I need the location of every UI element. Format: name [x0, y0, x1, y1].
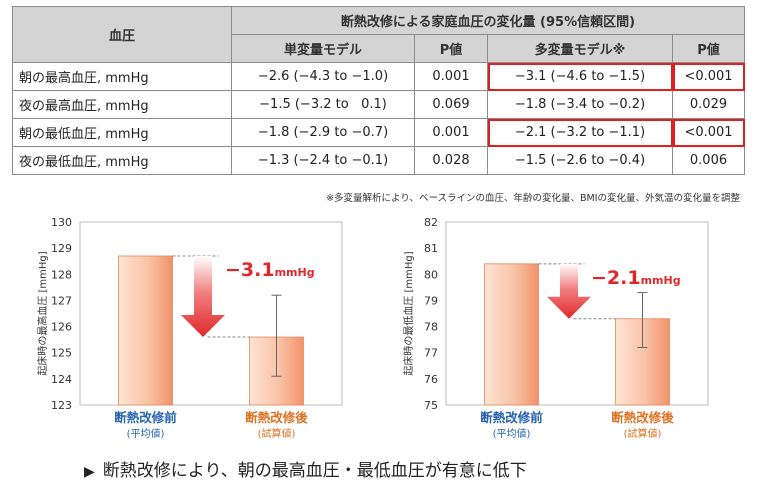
y-tick-label: 77 [424, 347, 438, 360]
p-value-cell: <0.001 [672, 118, 745, 147]
results-table: 血圧 断熱改修による家庭血圧の変化量 (95%信頼区間) 単変量モデル P値 多… [12, 6, 745, 175]
bar [118, 255, 173, 406]
y-tick-label: 124 [51, 373, 72, 386]
category-sublabel: (試算値) [258, 427, 296, 440]
y-axis-label: 起床時の最高血圧 [mmHg] [36, 251, 49, 375]
delta-value: −2.1 [591, 267, 641, 289]
delta-unit: mmHg [641, 274, 681, 287]
delta-unit: mmHg [275, 266, 315, 279]
header-p2: P値 [672, 34, 745, 63]
category-sublabel: (平均値) [127, 427, 165, 440]
p-value-cell: 0.069 [414, 90, 488, 119]
category-sublabel: (試算値) [624, 427, 662, 440]
table-row: 朝の最高血圧, mmHg −2.6 (−4.3 to −1.0) 0.001 −… [12, 62, 745, 91]
multivariate-cell: −1.5 (−2.6 to −0.4) [487, 146, 673, 175]
down-arrow-icon [181, 255, 225, 338]
y-tick-label: 123 [51, 399, 72, 412]
multivariate-cell: −3.1 (−4.6 to −1.5) [487, 62, 673, 91]
univariate-cell: −1.3 (−2.4 to −0.1) [231, 146, 415, 175]
conclusion: ▶ 断熱改修により、朝の最高血圧・最低血圧が有意に低下 [84, 456, 527, 481]
univariate-cell: −1.8 (−2.9 to −0.7) [231, 118, 415, 147]
multivariate-cell: −2.1 (−3.2 to −1.1) [487, 118, 673, 147]
p-value-cell: <0.001 [672, 62, 745, 91]
y-tick-label: 128 [51, 268, 72, 281]
bar [484, 263, 539, 406]
footnote: ※多変量解析により、ベースラインの血圧、年齢の変化量、BMIの変化量、外気温の変… [326, 193, 740, 204]
triangle-marker-icon: ▶ [84, 464, 95, 480]
y-tick-label: 126 [51, 321, 72, 334]
category-label: 断熱改修前 [480, 410, 543, 425]
y-tick-label: 127 [51, 294, 72, 307]
category-sublabel: (平均値) [493, 427, 531, 440]
row-label: 夜の最高血圧, mmHg [12, 90, 232, 119]
p-value-cell: 0.029 [672, 90, 745, 119]
p-value-cell: 0.001 [414, 62, 488, 91]
y-tick-label: 130 [51, 216, 72, 229]
y-tick-label: 78 [424, 321, 438, 334]
chart-systolic: 130 129 128 127 126 125 124 123 起床時の最高血圧 [mmHg] −… [36, 216, 343, 440]
y-axis-label: 起床時の最低血圧 [mmHg] [402, 251, 415, 375]
p-value-cell: 0.028 [414, 146, 488, 175]
delta-label: −3.1mmHg [225, 259, 315, 281]
y-tick-label: 76 [424, 373, 438, 386]
y-tick-label: 75 [424, 399, 438, 412]
p-value-cell: 0.006 [672, 146, 745, 175]
category-label: 断熱改修前 [114, 410, 177, 425]
header-univariate: 単変量モデル [231, 34, 415, 63]
y-tick-label: 81 [424, 242, 438, 255]
univariate-cell: −2.6 (−4.3 to −1.0) [231, 62, 415, 91]
row-label: 朝の最低血圧, mmHg [12, 118, 232, 147]
y-tick-label: 82 [424, 216, 438, 229]
header-multivariate: 多変量モデル※ [487, 34, 673, 63]
delta-label: −2.1mmHg [591, 267, 681, 289]
table-row: 夜の最高血圧, mmHg −1.5 (−3.2 to 0.1) 0.069 −1… [12, 90, 745, 119]
table-row: 夜の最低血圧, mmHg −1.3 (−2.4 to −0.1) 0.028 −… [12, 146, 745, 175]
table-row: 朝の最低血圧, mmHg −1.8 (−2.9 to −0.7) 0.001 −… [12, 118, 745, 147]
delta-value: −3.1 [225, 259, 275, 281]
y-tick-label: 125 [51, 347, 72, 360]
header-p1: P値 [414, 34, 488, 63]
category-label: 断熱改修後 [611, 410, 674, 425]
down-arrow-icon [547, 263, 591, 319]
conclusion-text: 断熱改修により、朝の最高血圧・最低血圧が有意に低下 [102, 461, 527, 481]
chart-diastolic: 82 81 80 79 78 77 76 75 起床時の最低血圧 [mmHg] −2.1mmHg 断… [402, 216, 709, 440]
header-bp: 血圧 [12, 6, 232, 63]
univariate-cell: −1.5 (−3.2 to 0.1) [231, 90, 415, 119]
p-value-cell: 0.001 [414, 118, 488, 147]
y-tick-label: 79 [424, 294, 438, 307]
header-group: 断熱改修による家庭血圧の変化量 (95%信頼区間) [231, 6, 745, 35]
category-label: 断熱改修後 [245, 410, 308, 425]
row-label: 夜の最低血圧, mmHg [12, 146, 232, 175]
row-label: 朝の最高血圧, mmHg [12, 62, 232, 91]
y-tick-label: 80 [424, 268, 438, 281]
y-tick-label: 129 [51, 242, 72, 255]
multivariate-cell: −1.8 (−3.4 to −0.2) [487, 90, 673, 119]
